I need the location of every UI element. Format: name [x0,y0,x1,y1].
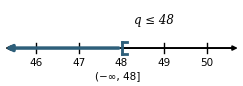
Text: 50: 50 [200,58,213,68]
Text: q ≤ 48: q ≤ 48 [134,14,174,27]
Text: 46: 46 [30,58,43,68]
Text: (−∞, 48]: (−∞, 48] [95,71,140,81]
Text: 49: 49 [157,58,171,68]
Text: 47: 47 [72,58,86,68]
Text: 48: 48 [115,58,128,68]
